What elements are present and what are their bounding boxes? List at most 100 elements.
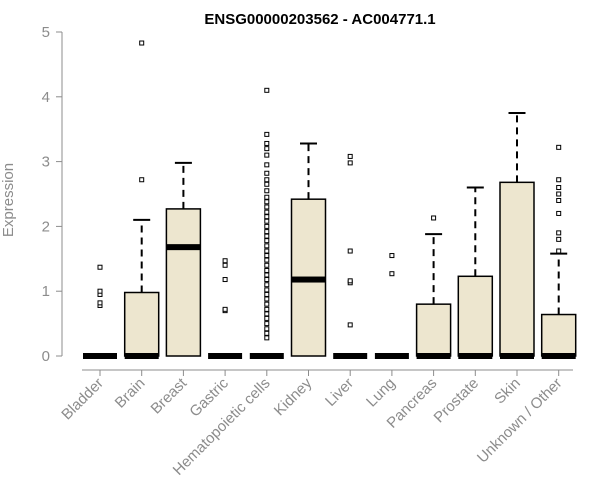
- outlier-point: [264, 330, 270, 336]
- outlier-point: [264, 162, 270, 168]
- outlier-point: [556, 230, 562, 236]
- x-tick-label: Bladder: [58, 375, 107, 424]
- outlier-point: [264, 131, 270, 137]
- outlier-point: [264, 181, 270, 187]
- y-tick-label: 2: [42, 218, 50, 235]
- x-tick-label: Liver: [322, 375, 357, 410]
- outlier-point: [222, 306, 228, 312]
- box-gastric: [208, 258, 243, 359]
- outlier-point: [264, 243, 270, 249]
- x-tick-label: Lung: [363, 375, 399, 411]
- outlier-point: [97, 264, 103, 270]
- outlier-point: [556, 191, 562, 197]
- median-line: [83, 353, 117, 359]
- outlier-point: [264, 326, 270, 332]
- outlier-point: [556, 210, 562, 216]
- median-line: [500, 353, 534, 359]
- box-pancreas: [415, 215, 452, 359]
- outlier-point: [264, 321, 270, 327]
- outlier-point: [264, 262, 270, 268]
- outlier-point: [556, 185, 562, 191]
- outlier-point: [264, 188, 270, 194]
- outlier-point: [222, 258, 228, 264]
- median-line: [416, 353, 451, 359]
- box-hematopoietic-cells: [249, 87, 284, 359]
- median-line: [291, 276, 326, 283]
- box-liver: [333, 153, 368, 359]
- box-bladder: [83, 264, 117, 359]
- box-body: [499, 181, 535, 357]
- outlier-point: [264, 209, 270, 215]
- x-tick-label: Breast: [148, 374, 191, 417]
- outlier-point: [264, 233, 270, 239]
- outlier-point: [264, 214, 270, 220]
- outlier-point: [556, 248, 562, 254]
- outlier-point: [264, 291, 270, 297]
- outlier-point: [264, 223, 270, 229]
- median-line: [208, 353, 243, 359]
- outlier-point: [389, 271, 395, 277]
- outlier-point: [347, 278, 353, 284]
- outlier-point: [264, 177, 270, 183]
- outlier-point: [264, 218, 270, 224]
- outlier-point: [264, 306, 270, 312]
- outlier-point: [264, 282, 270, 288]
- outlier-point: [556, 197, 562, 203]
- box-body: [415, 303, 452, 357]
- median-line: [249, 353, 284, 359]
- outlier-point: [556, 177, 562, 183]
- y-axis-label: Expression: [0, 163, 17, 237]
- y-axis-ticks: 0 1 2 3 4 5: [42, 24, 62, 365]
- outlier-point: [264, 272, 270, 278]
- outlier-point: [347, 160, 353, 166]
- box-breast: [165, 161, 202, 357]
- outlier-point: [264, 253, 270, 259]
- outlier-point: [431, 215, 437, 221]
- outlier-point: [264, 248, 270, 254]
- outlier-point: [222, 277, 228, 283]
- outlier-point: [264, 140, 270, 146]
- y-tick-label: 0: [42, 348, 50, 365]
- box-skin: [499, 112, 535, 359]
- outlier-point: [347, 153, 353, 159]
- y-tick-label: 1: [42, 283, 50, 300]
- outlier-point: [264, 301, 270, 307]
- outlier-point: [264, 267, 270, 273]
- outlier-point: [556, 236, 562, 242]
- median-line: [333, 353, 368, 359]
- outlier-point: [264, 146, 270, 152]
- outlier-point: [264, 277, 270, 283]
- outlier-point: [264, 315, 270, 321]
- outlier-point: [556, 144, 562, 150]
- box-lung: [374, 253, 409, 359]
- outlier-point: [264, 311, 270, 317]
- box-body: [457, 275, 494, 357]
- x-tick-label: Kidney: [271, 374, 316, 419]
- outlier-point: [264, 238, 270, 244]
- x-tick-label: Brain: [112, 375, 149, 412]
- outlier-point: [139, 177, 145, 183]
- outlier-point: [347, 322, 353, 328]
- outlier-point: [264, 335, 270, 341]
- outlier-point: [264, 257, 270, 263]
- outlier-point: [264, 204, 270, 210]
- outlier-point: [264, 229, 270, 235]
- outlier-point: [389, 253, 395, 259]
- outlier-point: [139, 40, 145, 46]
- outlier-point: [264, 170, 270, 176]
- outlier-point: [347, 248, 353, 254]
- box-prostate: [457, 186, 494, 359]
- box-body: [540, 313, 577, 357]
- box-body: [123, 291, 160, 357]
- y-tick-label: 4: [42, 89, 50, 106]
- outlier-point: [97, 288, 103, 294]
- outlier-point: [264, 287, 270, 293]
- x-tick-label: Prostate: [431, 375, 483, 427]
- x-tick-label: Skin: [491, 375, 524, 408]
- median-line: [124, 353, 159, 359]
- outlier-point: [222, 262, 228, 268]
- box-brain: [123, 40, 160, 359]
- chart-title: ENSG00000203562 - AC004771.1: [204, 11, 435, 28]
